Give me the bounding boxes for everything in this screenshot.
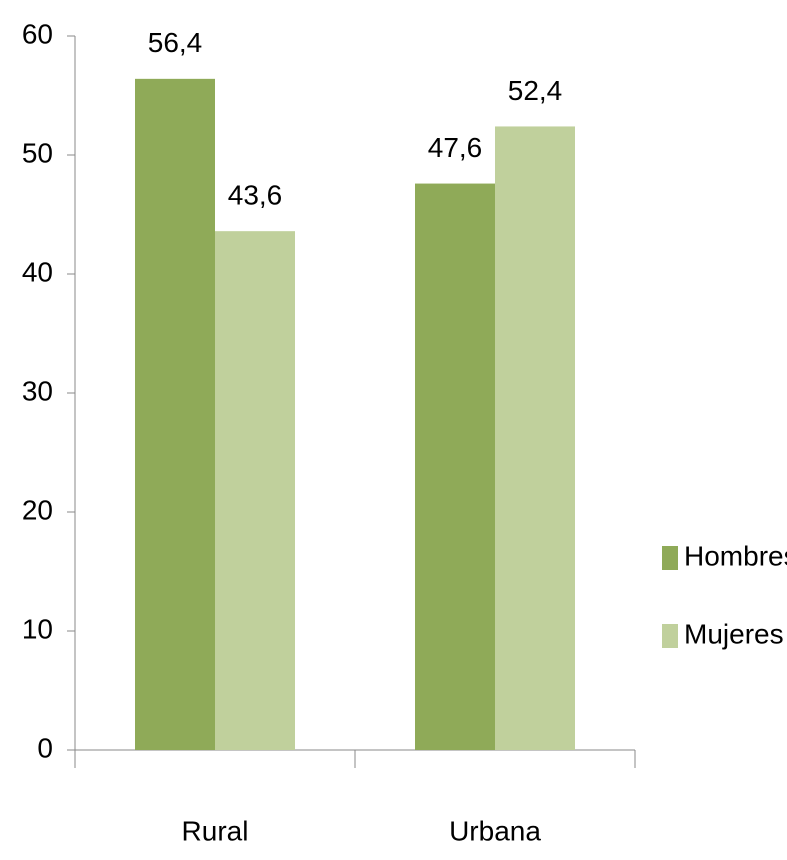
bar xyxy=(415,183,495,750)
x-tick-label: Urbana xyxy=(449,815,541,846)
y-tick-label: 30 xyxy=(22,375,53,406)
value-label: 43,6 xyxy=(228,180,283,211)
legend-swatch xyxy=(662,546,678,570)
bar xyxy=(495,126,575,750)
value-label: 56,4 xyxy=(148,27,203,58)
value-label: 52,4 xyxy=(508,75,563,106)
legend-swatch xyxy=(662,624,678,648)
bar xyxy=(135,78,215,751)
y-tick-label: 10 xyxy=(22,613,53,644)
legend-label: Hombres xyxy=(684,540,787,571)
y-tick-label: 0 xyxy=(37,732,53,763)
y-tick-label: 50 xyxy=(22,137,53,168)
x-tick-label: Rural xyxy=(182,815,249,846)
y-tick-label: 40 xyxy=(22,256,53,287)
y-tick-label: 60 xyxy=(22,18,53,49)
value-label: 47,6 xyxy=(428,132,483,163)
legend-label: Mujeres xyxy=(684,618,784,649)
bar xyxy=(215,231,295,750)
y-tick-label: 20 xyxy=(22,494,53,525)
